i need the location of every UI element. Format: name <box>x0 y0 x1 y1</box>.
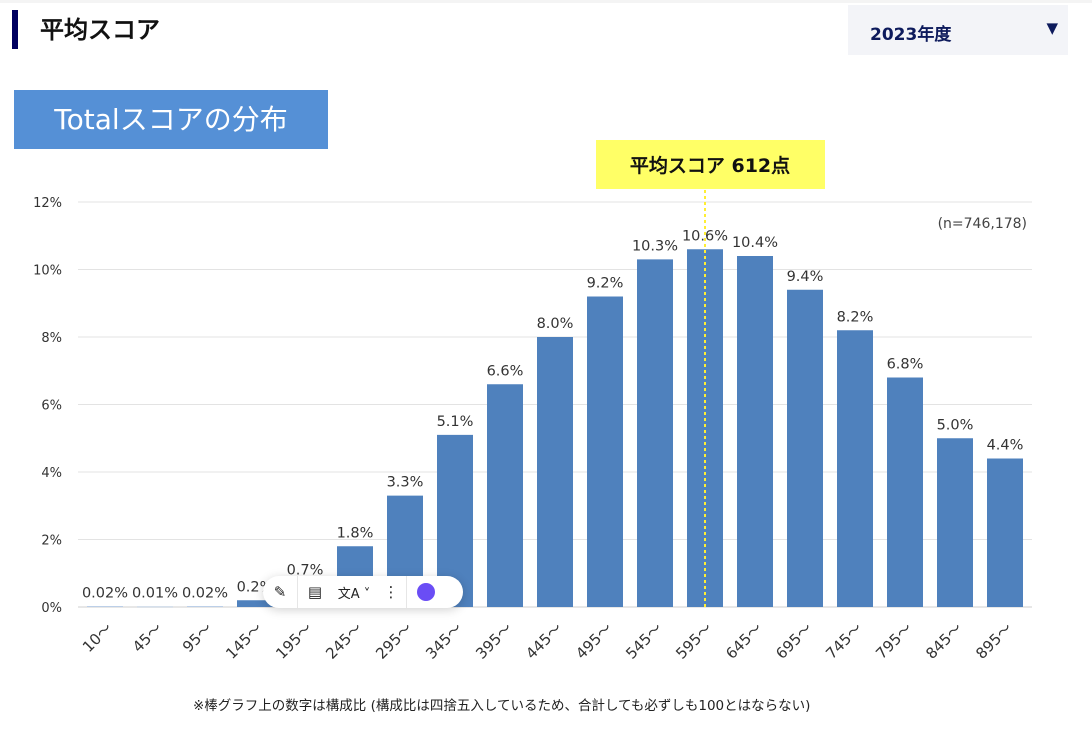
y-tick-label: 2% <box>41 534 62 549</box>
chevron-down-icon: ▼ <box>1046 19 1058 37</box>
x-tick-label: 245～ <box>322 619 366 663</box>
data-label: 6.8% <box>887 357 924 373</box>
x-tick-label: 95～ <box>179 619 216 656</box>
year-select-value: 2023年度 <box>870 25 952 45</box>
data-label: 6.6% <box>487 363 524 379</box>
y-tick-label: 6% <box>41 399 62 414</box>
x-tick-label: 795～ <box>872 619 916 663</box>
assistant-icon[interactable] <box>417 583 435 601</box>
bar <box>737 256 773 607</box>
y-tick-label: 10% <box>33 264 62 279</box>
x-tick-label: 695～ <box>772 619 816 663</box>
page-title: 平均スコア <box>40 16 160 44</box>
data-label: 5.0% <box>937 417 974 433</box>
bar <box>637 259 673 607</box>
floating-text-toolbar: ✎ ▤ 文A ˅ ⋮ <box>263 576 463 608</box>
bar <box>187 606 223 607</box>
bar <box>137 606 173 608</box>
x-tick-label: 445～ <box>522 619 566 663</box>
y-tick-label: 4% <box>41 466 62 481</box>
data-label: 0.02% <box>82 585 128 601</box>
x-tick-label: 345～ <box>422 619 466 663</box>
bar <box>487 384 523 607</box>
x-tick-label: 195～ <box>272 619 316 663</box>
x-tick-label: 545～ <box>622 619 666 663</box>
chart-title-badge: Totalスコアの分布 <box>14 90 328 149</box>
data-label: 1.8% <box>337 525 374 541</box>
x-tick-label: 745～ <box>822 619 866 663</box>
heading-accent-bar <box>12 10 18 49</box>
y-tick-label: 0% <box>41 601 62 616</box>
x-tick-label: 895～ <box>972 619 1016 663</box>
bar <box>837 330 873 607</box>
x-tick-label: 395～ <box>472 619 516 663</box>
y-tick-label: 8% <box>41 331 62 346</box>
x-tick-label: 495～ <box>572 619 616 663</box>
year-select[interactable]: 2023年度 ▼ <box>848 5 1068 55</box>
bar <box>587 296 623 607</box>
data-label: 0.02% <box>182 585 228 601</box>
data-label: 0.01% <box>132 586 178 602</box>
data-label: 10.3% <box>632 238 678 254</box>
notes-icon[interactable]: ▤ <box>307 583 323 601</box>
data-label: 9.2% <box>587 276 624 292</box>
bar <box>687 249 723 607</box>
x-tick-label: 845～ <box>922 619 966 663</box>
bar <box>87 606 123 607</box>
data-label: 10.4% <box>732 235 778 251</box>
x-tick-label: 10～ <box>79 619 116 656</box>
bar <box>987 458 1023 607</box>
x-tick-label: 45～ <box>129 619 166 656</box>
mean-label: 平均スコア 612点 <box>630 154 790 177</box>
data-label: 4.4% <box>987 438 1024 454</box>
x-tick-label: 145～ <box>222 619 266 663</box>
x-tick-label: 595～ <box>672 619 716 663</box>
data-label: 0.7% <box>287 562 324 578</box>
chart-footnote: ※棒グラフ上の数字は構成比 (構成比は四捨五入しているため、合計しても必ずしも1… <box>193 698 811 714</box>
more-options-icon[interactable]: ⋮ <box>383 583 399 601</box>
toolbar-divider <box>406 576 407 608</box>
highlighter-icon[interactable]: ✎ <box>273 583 287 601</box>
translate-icon[interactable]: 文A ˅ <box>337 586 371 602</box>
bar <box>937 438 973 607</box>
top-border <box>0 0 1092 3</box>
toolbar-divider <box>297 576 298 608</box>
data-label: 8.2% <box>837 309 874 325</box>
data-label: 8.0% <box>537 316 574 332</box>
sample-size: (n=746,178) <box>938 216 1027 232</box>
data-label: 9.4% <box>787 269 824 285</box>
bar <box>787 289 823 607</box>
data-label: 5.1% <box>437 414 474 430</box>
bar <box>237 600 273 607</box>
bar <box>537 337 573 607</box>
data-label: 3.3% <box>387 475 424 491</box>
bar <box>887 377 923 607</box>
data-label: 10.6% <box>682 228 728 244</box>
x-tick-label: 645～ <box>722 619 766 663</box>
x-tick-label: 295～ <box>372 619 416 663</box>
y-tick-label: 12% <box>33 196 62 211</box>
mean-label-box <box>596 140 825 189</box>
